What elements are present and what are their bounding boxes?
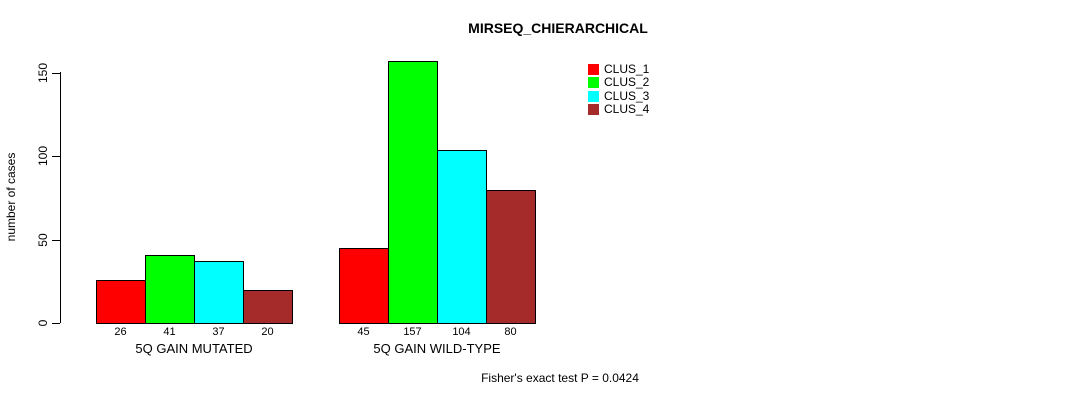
bar-value-label: 80 bbox=[504, 326, 517, 338]
chart-title: MIRSEQ_CHIERARCHICAL bbox=[468, 20, 648, 36]
bar-clus_1-group1 bbox=[96, 280, 146, 324]
bar-clus_4-group2 bbox=[486, 190, 536, 324]
y-axis-line bbox=[60, 72, 61, 323]
bar-clus_3-group2 bbox=[437, 150, 487, 324]
legend-swatch-clus_3 bbox=[588, 90, 599, 102]
bar-value-label: 45 bbox=[357, 326, 370, 338]
legend-item-label: CLUS_2 bbox=[604, 75, 650, 90]
bar-value-label: 157 bbox=[403, 326, 422, 338]
bar-clus_2-group2 bbox=[388, 61, 438, 324]
annotation-text: Fisher's exact test P = 0.0424 bbox=[481, 371, 639, 385]
legend-item-label: CLUS_1 bbox=[604, 62, 650, 76]
legend-swatch-clus_2 bbox=[588, 77, 599, 89]
legend-swatch-clus_1 bbox=[588, 64, 599, 75]
x-axis-group-label: 5Q GAIN WILD-TYPE bbox=[373, 341, 501, 356]
y-axis-tick-label: 50 bbox=[36, 233, 50, 247]
y-axis-tick bbox=[52, 156, 60, 157]
bar-clus_3-group1 bbox=[194, 261, 244, 324]
bar-clus_4-group1 bbox=[243, 290, 293, 324]
legend-item-label: CLUS_4 bbox=[604, 102, 650, 117]
y-axis-tick bbox=[52, 323, 60, 324]
y-axis-tick-label: 100 bbox=[36, 145, 50, 167]
y-axis-tick-label: 150 bbox=[36, 62, 50, 84]
x-axis-group-label: 5Q GAIN MUTATED bbox=[135, 341, 253, 356]
bar-value-label: 41 bbox=[163, 326, 176, 338]
y-axis-tick bbox=[52, 73, 60, 74]
legend-swatch-clus_4 bbox=[588, 104, 599, 116]
y-axis-tick bbox=[52, 240, 60, 241]
bar-clus_1-group2 bbox=[339, 248, 389, 324]
bar-value-label: 37 bbox=[212, 326, 225, 338]
bar-value-label: 104 bbox=[452, 326, 471, 338]
bar-clus_2-group1 bbox=[145, 255, 195, 324]
bar-value-label: 26 bbox=[114, 326, 127, 338]
bar-value-label: 20 bbox=[261, 326, 274, 338]
legend-item-label: CLUS_3 bbox=[604, 88, 650, 103]
y-axis-label: number of cases bbox=[4, 152, 18, 242]
y-axis-tick-label: 0 bbox=[36, 319, 50, 327]
